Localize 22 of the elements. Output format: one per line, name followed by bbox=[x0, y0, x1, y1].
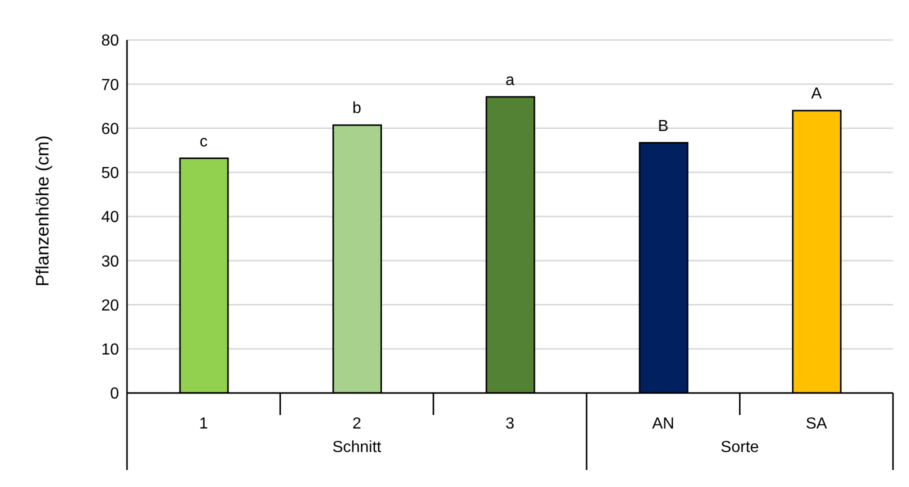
y-axis-title: Pflanzenhöhe (cm) bbox=[32, 135, 52, 286]
y-tick-label: 60 bbox=[101, 120, 120, 138]
y-tick-label: 0 bbox=[110, 386, 120, 403]
x-tick-label: AN bbox=[652, 415, 674, 432]
y-tick-label: 40 bbox=[101, 209, 120, 226]
annotation: c bbox=[200, 133, 208, 150]
y-tick-label: 10 bbox=[101, 342, 120, 359]
x-tick-label: SA bbox=[806, 415, 828, 432]
x-tick-label: 3 bbox=[506, 415, 515, 432]
annotation: a bbox=[506, 72, 515, 89]
annotation: A bbox=[811, 86, 822, 103]
annotation: B bbox=[658, 118, 669, 135]
annotation: b bbox=[352, 100, 362, 118]
y-tick-label: 70 bbox=[101, 76, 120, 94]
x-tick-label: 1 bbox=[199, 415, 208, 432]
y-tick-label: 20 bbox=[101, 297, 120, 314]
y-tick-label: 80 bbox=[101, 32, 120, 50]
text: Sorte bbox=[720, 439, 760, 456]
text: Schnitt bbox=[332, 439, 382, 456]
y-tick-label: 50 bbox=[101, 165, 120, 182]
x-tick-label: 2 bbox=[352, 415, 362, 432]
y-tick-label: 30 bbox=[101, 253, 120, 270]
